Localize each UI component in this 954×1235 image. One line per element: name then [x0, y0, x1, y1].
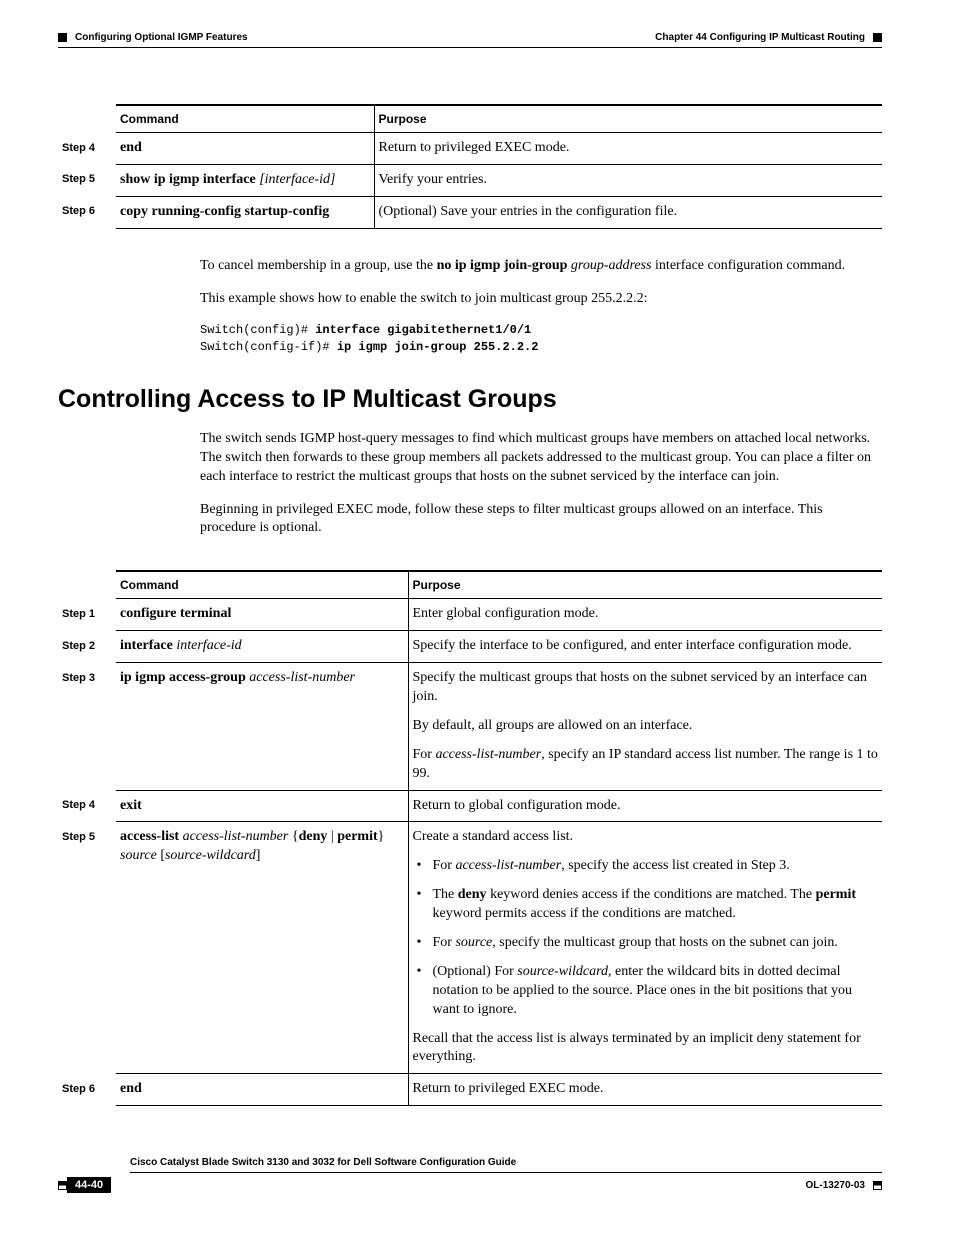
purpose-text: Verify your entries. — [374, 164, 882, 196]
code-prompt: Switch(config)# — [200, 323, 315, 337]
cmd-arg: source-wildcard — [165, 848, 256, 863]
table-row: Step 5 show ip igmp interface [interface… — [58, 164, 882, 196]
purpose-text: By default, all groups are allowed on an… — [413, 717, 879, 736]
purpose-text: Recall that the access list is always te… — [413, 1030, 879, 1068]
col-purpose: Purpose — [374, 105, 882, 133]
cmd-text: { — [288, 829, 298, 844]
cmd-text: deny — [299, 829, 328, 844]
step-label: Step 3 — [58, 663, 116, 790]
body-paragraph: To cancel membership in a group, use the… — [200, 257, 882, 276]
cmd-text: configure terminal — [120, 606, 231, 621]
text: group-address — [571, 258, 652, 273]
cmd-text: [ — [157, 848, 165, 863]
list-item: For access-list-number, specify the acce… — [413, 857, 879, 876]
header-marker-icon — [873, 33, 882, 42]
cmd-text: permit — [337, 829, 377, 844]
code-block: Switch(config)# interface gigabitetherne… — [200, 322, 882, 354]
cmd-text: ip igmp access-group — [120, 670, 249, 685]
cmd-text: end — [120, 140, 142, 155]
purpose-text: Return to privileged EXEC mode. — [374, 133, 882, 165]
purpose-text: (Optional) Save your entries in the conf… — [374, 196, 882, 228]
cmd-text: end — [120, 1081, 142, 1096]
cmd-text: copy running-config startup-config — [120, 204, 329, 219]
col-command: Command — [116, 105, 374, 133]
table-row: Step 6 copy running-config startup-confi… — [58, 196, 882, 228]
table-row: Step 3 ip igmp access-group access-list-… — [58, 663, 882, 790]
command-table-1: Command Purpose Step 4 end Return to pri… — [58, 104, 882, 229]
purpose-text: Specify the interface to be configured, … — [408, 631, 882, 663]
table-row: Step 1 configure terminal Enter global c… — [58, 599, 882, 631]
purpose-text: Enter global configuration mode. — [408, 599, 882, 631]
cmd-arg: interface-id — [176, 638, 241, 653]
page-header: Configuring Optional IGMP Features Chapt… — [58, 32, 882, 43]
text: interface configuration command. — [652, 258, 846, 273]
doc-id: OL-13270-03 — [806, 1180, 865, 1191]
cmd-text: show ip igmp interface — [120, 172, 259, 187]
section-title: Controlling Access to IP Multicast Group… — [58, 385, 882, 414]
step-label: Step 2 — [58, 631, 116, 663]
col-purpose: Purpose — [408, 571, 882, 599]
purpose-list: For access-list-number, specify the acce… — [413, 857, 879, 1019]
list-item: For source, specify the multicast group … — [413, 934, 879, 953]
code-cmd: ip igmp join-group 255.2.2.2 — [337, 340, 539, 354]
footer-marker-icon — [58, 1181, 67, 1190]
footer-title: Cisco Catalyst Blade Switch 3130 and 303… — [130, 1157, 516, 1168]
table-row: Step 5 access-list access-list-number {d… — [58, 822, 882, 1074]
header-chapter: Chapter 44 Configuring IP Multicast Rout… — [655, 32, 865, 43]
body-paragraph: Beginning in privileged EXEC mode, follo… — [200, 501, 882, 539]
cmd-text: | — [327, 829, 337, 844]
header-section: Configuring Optional IGMP Features — [75, 32, 248, 43]
step-label: Step 4 — [58, 790, 116, 822]
cmd-arg: source — [120, 848, 157, 863]
table-row: Step 6 end Return to privileged EXEC mod… — [58, 1074, 882, 1106]
cmd-text: exit — [120, 798, 142, 813]
list-item: (Optional) For source-wildcard, enter th… — [413, 963, 879, 1020]
body-paragraph: This example shows how to enable the swi… — [200, 290, 882, 309]
command-table-2: Command Purpose Step 1 configure termina… — [58, 570, 882, 1106]
code-prompt: Switch(config-if)# — [200, 340, 337, 354]
list-item: The deny keyword denies access if the co… — [413, 886, 879, 924]
cmd-text: access-list — [120, 829, 183, 844]
step-label: Step 1 — [58, 599, 116, 631]
cmd-arg: [interface-id] — [259, 172, 335, 187]
step-label: Step 5 — [58, 164, 116, 196]
step-label: Step 6 — [58, 1074, 116, 1106]
page-number: 44-40 — [67, 1177, 111, 1193]
table-row: Step 4 exit Return to global configurati… — [58, 790, 882, 822]
cmd-text: ] — [256, 848, 261, 863]
table-row: Step 4 end Return to privileged EXEC mod… — [58, 133, 882, 165]
footer-marker-icon — [873, 1181, 882, 1190]
text: To cancel membership in a group, use the — [200, 258, 437, 273]
purpose-text: Create a standard access list. — [413, 828, 879, 847]
purpose-text: For access-list-number, specify an IP st… — [413, 746, 879, 784]
cmd-arg: access-list-number — [183, 829, 289, 844]
step-label: Step 4 — [58, 133, 116, 165]
body-paragraph: The switch sends IGMP host-query message… — [200, 430, 882, 487]
cmd-text: } — [378, 829, 385, 844]
step-label: Step 5 — [58, 822, 116, 1074]
cmd-arg: access-list-number — [249, 670, 355, 685]
step-label: Step 6 — [58, 196, 116, 228]
purpose-text: Return to privileged EXEC mode. — [408, 1074, 882, 1106]
table-row: Step 2 interface interface-id Specify th… — [58, 631, 882, 663]
page-footer: Cisco Catalyst Blade Switch 3130 and 303… — [58, 1154, 882, 1193]
header-rule — [58, 47, 882, 48]
header-marker-icon — [58, 33, 67, 42]
purpose-text: Specify the multicast groups that hosts … — [413, 669, 879, 707]
cmd-text: interface — [120, 638, 176, 653]
code-cmd: interface gigabitethernet1/0/1 — [315, 323, 531, 337]
col-command: Command — [116, 571, 408, 599]
text: no ip igmp join-group — [437, 258, 571, 273]
purpose-text: Return to global configuration mode. — [408, 790, 882, 822]
